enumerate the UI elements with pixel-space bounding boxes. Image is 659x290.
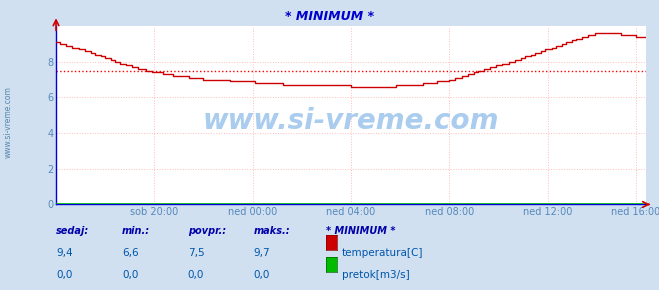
Text: min.:: min.: — [122, 226, 150, 236]
Text: www.si-vreme.com: www.si-vreme.com — [203, 107, 499, 135]
Text: 0,0: 0,0 — [56, 270, 72, 280]
Text: temperatura[C]: temperatura[C] — [342, 248, 424, 258]
Text: pretok[m3/s]: pretok[m3/s] — [342, 270, 410, 280]
Text: 6,6: 6,6 — [122, 248, 138, 258]
Text: maks.:: maks.: — [254, 226, 291, 236]
Text: * MINIMUM *: * MINIMUM * — [285, 10, 374, 23]
Text: povpr.:: povpr.: — [188, 226, 226, 236]
Text: 0,0: 0,0 — [254, 270, 270, 280]
Text: 0,0: 0,0 — [122, 270, 138, 280]
Text: 7,5: 7,5 — [188, 248, 204, 258]
Text: 9,4: 9,4 — [56, 248, 72, 258]
Text: 0,0: 0,0 — [188, 270, 204, 280]
Text: 9,7: 9,7 — [254, 248, 270, 258]
Text: sedaj:: sedaj: — [56, 226, 89, 236]
Text: www.si-vreme.com: www.si-vreme.com — [3, 86, 13, 158]
Text: * MINIMUM *: * MINIMUM * — [326, 226, 395, 236]
